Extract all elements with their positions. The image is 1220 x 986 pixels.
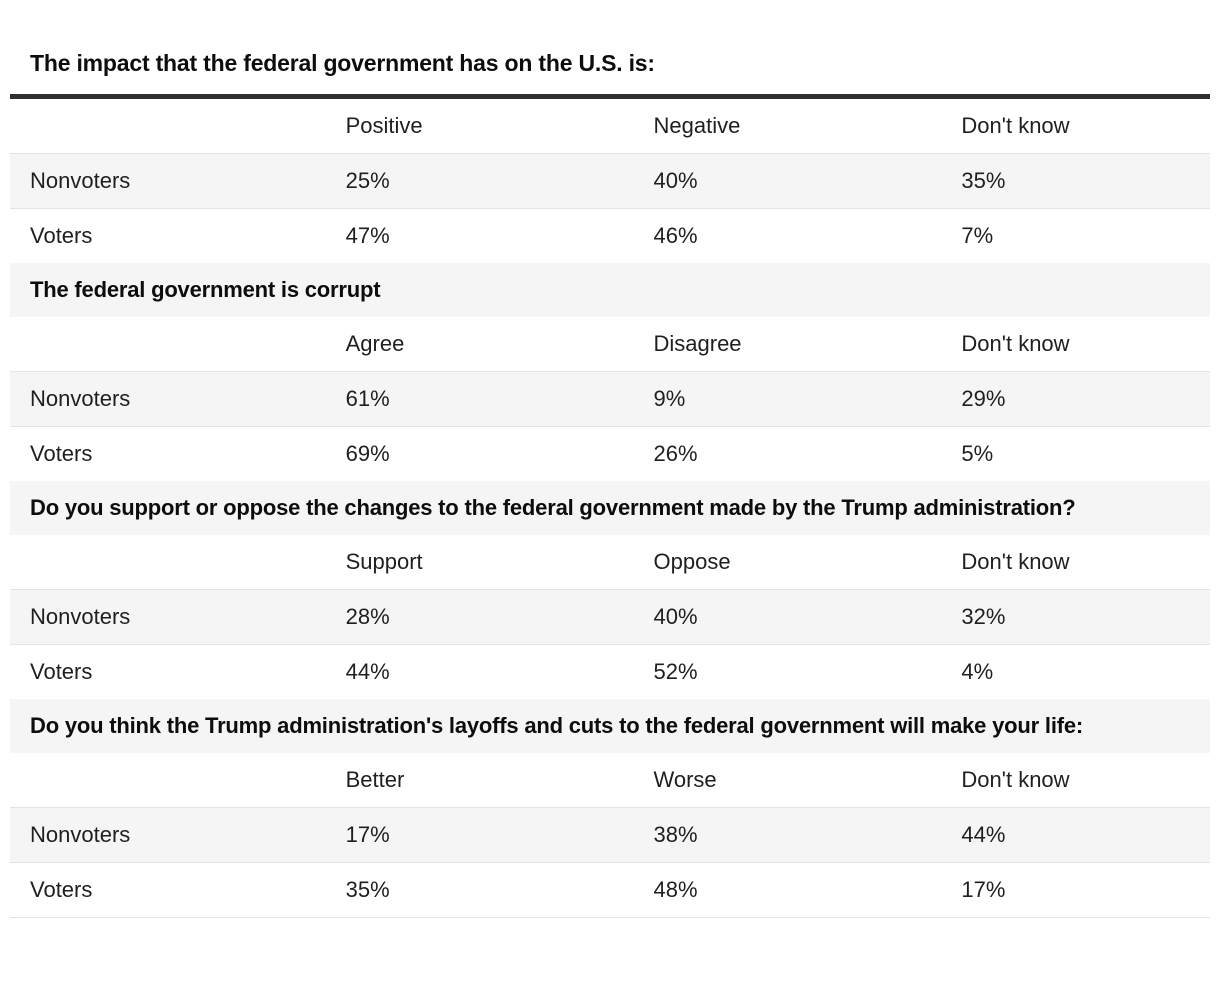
column-header: Don't know [961, 331, 1070, 356]
column-header: Positive [345, 113, 423, 138]
section-support-oppose: Do you support or oppose the changes to … [10, 481, 1210, 699]
table-row-voters: Voters 69% 26% 5% [10, 426, 1210, 481]
section-heading: The federal government is corrupt [30, 277, 381, 302]
data-cell: 69% [345, 441, 390, 466]
data-cell: 17% [345, 822, 390, 847]
data-cell: 25% [345, 168, 390, 193]
column-header: Don't know [961, 767, 1070, 792]
column-header: Don't know [961, 549, 1070, 574]
table-row-nonvoters: Nonvoters 28% 40% 32% [10, 589, 1210, 644]
table-row-voters: Voters 47% 46% 7% [10, 208, 1210, 263]
table-row-nonvoters: Nonvoters 25% 40% 35% [10, 153, 1210, 208]
table-row-voters: Voters 35% 48% 17% [10, 862, 1210, 917]
row-label: Nonvoters [30, 822, 131, 847]
table-container: The impact that the federal government h… [10, 0, 1210, 918]
table-bottom-border [10, 917, 1210, 918]
row-label: Nonvoters [30, 386, 131, 411]
data-cell: 61% [345, 386, 390, 411]
column-header-row: Positive Negative Don't know [10, 99, 1210, 153]
column-header-row: Support Oppose Don't know [10, 535, 1210, 589]
section-corrupt: The federal government is corrupt Agree … [10, 263, 1210, 481]
row-label: Voters [30, 223, 93, 248]
column-header: Don't know [961, 113, 1070, 138]
section-impact: Positive Negative Don't know Nonvoters 2… [10, 99, 1210, 263]
row-label: Nonvoters [30, 168, 131, 193]
data-cell: 5% [961, 441, 994, 466]
data-cell: 32% [961, 604, 1006, 629]
data-cell: 17% [961, 877, 1006, 902]
data-cell: 52% [653, 659, 698, 684]
data-cell: 47% [345, 223, 390, 248]
column-header: Oppose [653, 549, 731, 574]
row-label: Voters [30, 659, 93, 684]
data-cell: 40% [653, 604, 698, 629]
data-cell: 46% [653, 223, 698, 248]
data-cell: 7% [961, 223, 994, 248]
data-cell: 44% [345, 659, 390, 684]
section-heading-row: Do you think the Trump administration's … [10, 699, 1210, 753]
row-label: Nonvoters [30, 604, 131, 629]
table-row-nonvoters: Nonvoters 61% 9% 29% [10, 371, 1210, 426]
table-row-voters: Voters 44% 52% 4% [10, 644, 1210, 699]
column-header: Worse [653, 767, 717, 792]
page-title: The impact that the federal government h… [30, 50, 655, 76]
section-layoffs-cuts: Do you think the Trump administration's … [10, 699, 1210, 917]
column-header: Negative [653, 113, 741, 138]
data-cell: 29% [961, 386, 1006, 411]
column-header: Better [345, 767, 405, 792]
data-cell: 38% [653, 822, 698, 847]
column-header: Disagree [653, 331, 742, 356]
column-header: Support [345, 549, 423, 574]
section-heading-row: The federal government is corrupt [10, 263, 1210, 317]
section-heading: Do you think the Trump administration's … [30, 713, 1084, 738]
column-header-spacer [10, 99, 326, 153]
row-label: Voters [30, 441, 93, 466]
column-header-spacer [10, 317, 326, 371]
column-header-spacer [10, 753, 326, 807]
data-cell: 48% [653, 877, 698, 902]
row-label: Voters [30, 877, 93, 902]
data-cell: 4% [961, 659, 994, 684]
title-divider-rule [10, 94, 1210, 99]
data-cell: 35% [345, 877, 390, 902]
column-header-row: Agree Disagree Don't know [10, 317, 1210, 371]
data-cell: 44% [961, 822, 1006, 847]
data-cell: 9% [653, 386, 686, 411]
data-cell: 35% [961, 168, 1006, 193]
table-row-nonvoters: Nonvoters 17% 38% 44% [10, 807, 1210, 862]
section-heading: Do you support or oppose the changes to … [30, 495, 1076, 520]
section-heading-row: Do you support or oppose the changes to … [10, 481, 1210, 535]
data-cell: 28% [345, 604, 390, 629]
data-cell: 26% [653, 441, 698, 466]
column-header: Agree [345, 331, 405, 356]
data-cell: 40% [653, 168, 698, 193]
column-header-spacer [10, 535, 326, 589]
column-header-row: Better Worse Don't know [10, 753, 1210, 807]
